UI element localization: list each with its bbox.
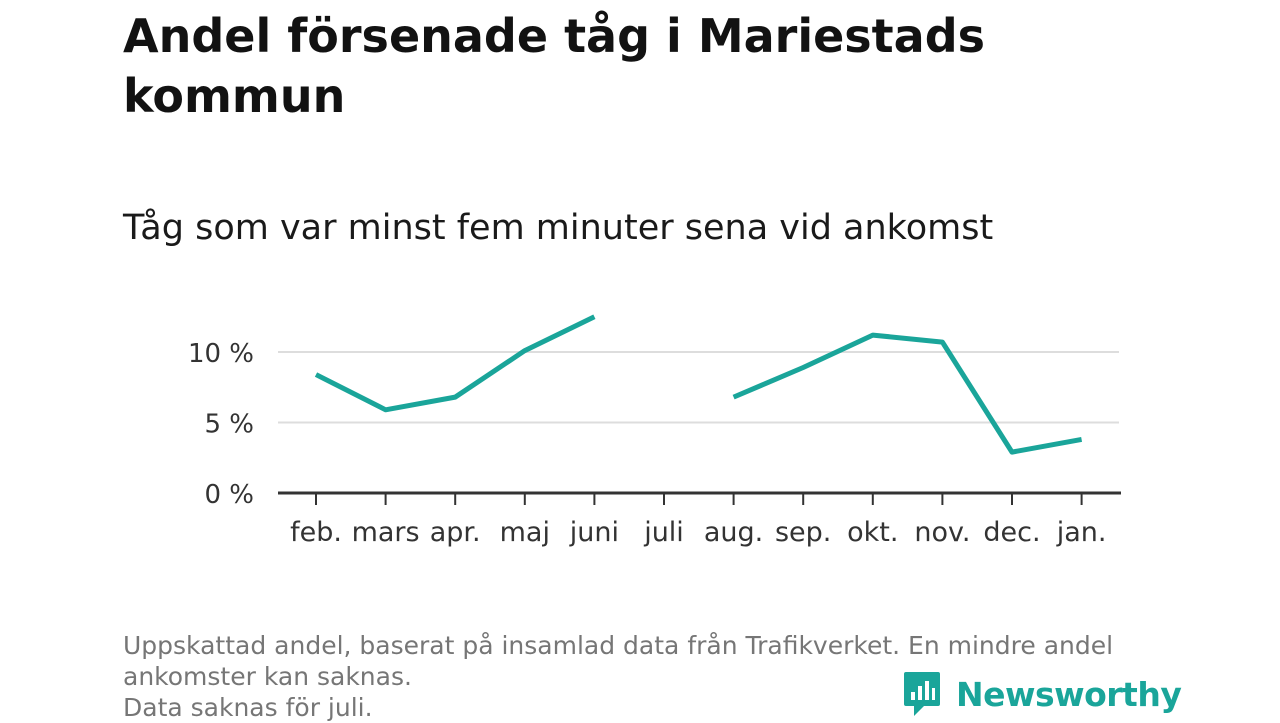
chart-title: Andel försenade tåg i Mariestads kommun xyxy=(123,9,986,123)
series-line-segment xyxy=(314,314,596,413)
x-tick-label: nov. xyxy=(914,517,970,548)
x-tick-label: juli xyxy=(643,517,684,548)
y-tick-label: 10 % xyxy=(188,339,254,369)
x-tick-label: apr. xyxy=(430,517,481,548)
x-tick-label: feb. xyxy=(290,517,342,548)
brand-logo: Newsworthy xyxy=(902,670,1182,718)
x-tick-label: jan. xyxy=(1056,517,1107,548)
y-axis-ticks: 0 % 5 % 10 % xyxy=(188,339,254,510)
y-tick-label: 0 % xyxy=(204,480,254,510)
x-tick-label: dec. xyxy=(983,517,1040,548)
gridlines xyxy=(278,351,1119,424)
x-tick-label: mars xyxy=(352,517,420,548)
newsworthy-chart-bubble-icon xyxy=(904,672,940,716)
x-axis-ticks: feb. mars apr. maj juni juli aug. sep. okt. nov. d… xyxy=(290,493,1106,548)
x-tick-label: okt. xyxy=(847,517,898,548)
y-tick-label: 5 % xyxy=(204,410,254,440)
footnote-line-2: ankomster kan saknas. xyxy=(123,662,412,691)
x-tick-label: aug. xyxy=(704,517,763,548)
series-lines xyxy=(314,314,1083,455)
footnote: Uppskattad andel, baserat på insamlad da… xyxy=(123,630,1163,723)
footnote-line-1: Uppskattad andel, baserat på insamlad da… xyxy=(123,631,1114,660)
footnote-line-3: Data saknas för juli. xyxy=(123,693,373,722)
x-tick-label: sep. xyxy=(775,517,831,548)
x-tick-label: juni xyxy=(569,517,619,548)
series-line-segment xyxy=(732,332,1083,455)
brand-name: Newsworthy xyxy=(956,674,1182,714)
chart-subtitle: Tåg som var minst fem minuter sena vid a… xyxy=(123,208,994,248)
x-tick-label: maj xyxy=(500,517,550,548)
